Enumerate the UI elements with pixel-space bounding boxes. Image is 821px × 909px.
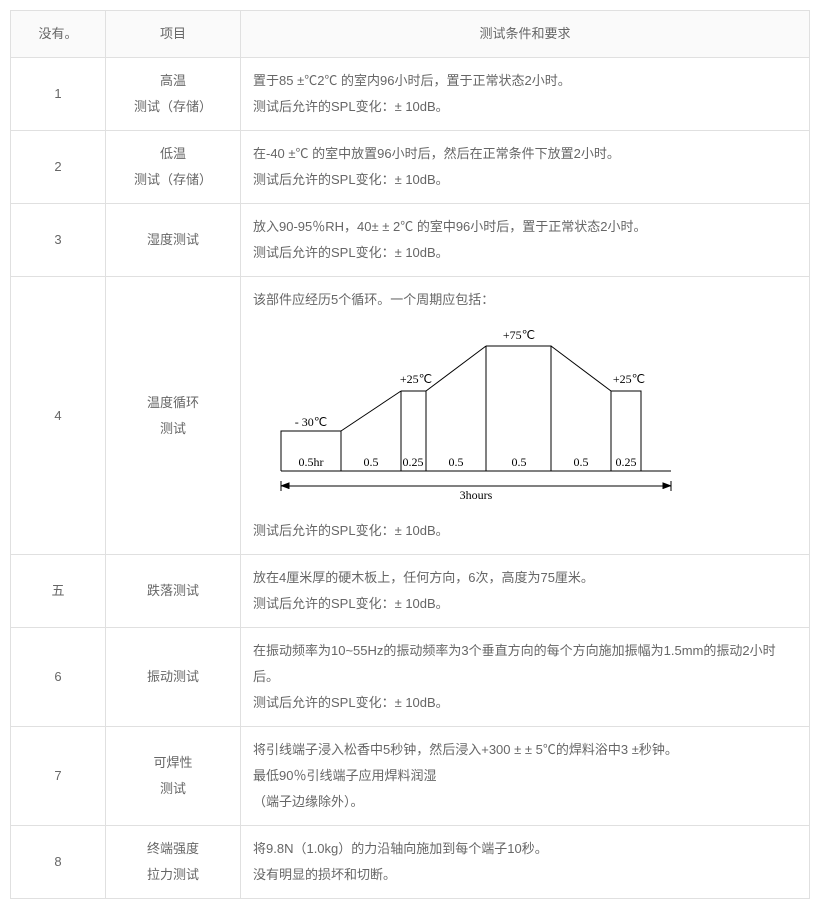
- cell-item: 温度循环测试: [106, 277, 241, 555]
- cell-no: 7: [11, 727, 106, 826]
- dur-label: 0.5: [512, 455, 527, 469]
- table-row: 3 湿度测试 放入90-95％RH，40± ± 2℃ 的室中96小时后，置于正常…: [11, 204, 810, 277]
- cell-no: 3: [11, 204, 106, 277]
- cell-no: 4: [11, 277, 106, 555]
- dur-label: 0.5: [574, 455, 589, 469]
- header-no: 没有。: [11, 11, 106, 58]
- table-row: 4 温度循环测试 该部件应经历5个循环。一个周期应包括：: [11, 277, 810, 555]
- cell-cond: 将引线端子浸入松香中5秒钟，然后浸入+300 ± ± 5℃的焊料浴中3 ±秒钟。…: [241, 727, 810, 826]
- header-item: 项目: [106, 11, 241, 58]
- temperature-cycle-diagram: - 30℃ +25℃ +75℃ +25℃ 0.5hr 0.5 0.25 0.5 …: [261, 321, 797, 510]
- cell-item: 高温测试（存储）: [106, 58, 241, 131]
- temp-label: - 30℃: [295, 415, 327, 429]
- temp-label: +25℃: [613, 372, 645, 386]
- cell-item: 终端强度拉力测试: [106, 826, 241, 899]
- cell-cond: 放在4厘米厚的硬木板上，任何方向，6次，高度为75厘米。测试后允许的SPL变化：…: [241, 555, 810, 628]
- cell-no: 五: [11, 555, 106, 628]
- dur-label: 0.25: [616, 455, 637, 469]
- table-row: 1 高温测试（存储） 置于85 ±℃2℃ 的室内96小时后，置于正常状态2小时。…: [11, 58, 810, 131]
- cell-item: 跌落测试: [106, 555, 241, 628]
- test-conditions-table: 没有。 项目 测试条件和要求 1 高温测试（存储） 置于85 ±℃2℃ 的室内9…: [10, 10, 810, 899]
- temp-label: +25℃: [400, 372, 432, 386]
- cell-item: 湿度测试: [106, 204, 241, 277]
- cell-cond: 在振动频率为10~55Hz的振动频率为3个垂直方向的每个方向施加振幅为1.5mm…: [241, 628, 810, 727]
- dur-label: 0.25: [403, 455, 424, 469]
- cell-cond: 放入90-95％RH，40± ± 2℃ 的室中96小时后，置于正常状态2小时。测…: [241, 204, 810, 277]
- cell-no: 1: [11, 58, 106, 131]
- temp-label: +75℃: [503, 328, 535, 342]
- cell-no: 8: [11, 826, 106, 899]
- table-row: 五 跌落测试 放在4厘米厚的硬木板上，任何方向，6次，高度为75厘米。测试后允许…: [11, 555, 810, 628]
- cell-cond: 在-40 ±℃ 的室中放置96小时后，然后在正常条件下放置2小时。测试后允许的S…: [241, 131, 810, 204]
- dur-label: 0.5: [364, 455, 379, 469]
- cell-cond: 将9.8N（1.0kg）的力沿轴向施加到每个端子10秒。没有明显的损坏和切断。: [241, 826, 810, 899]
- table-row: 7 可焊性测试 将引线端子浸入松香中5秒钟，然后浸入+300 ± ± 5℃的焊料…: [11, 727, 810, 826]
- cell-cond: 置于85 ±℃2℃ 的室内96小时后，置于正常状态2小时。测试后允许的SPL变化…: [241, 58, 810, 131]
- cell-item: 振动测试: [106, 628, 241, 727]
- cell-item: 低温测试（存储）: [106, 131, 241, 204]
- table-row: 6 振动测试 在振动频率为10~55Hz的振动频率为3个垂直方向的每个方向施加振…: [11, 628, 810, 727]
- header-cond: 测试条件和要求: [241, 11, 810, 58]
- table-row: 8 终端强度拉力测试 将9.8N（1.0kg）的力沿轴向施加到每个端子10秒。没…: [11, 826, 810, 899]
- dur-label: 0.5hr: [299, 455, 324, 469]
- dur-label: 0.5: [449, 455, 464, 469]
- table-row: 2 低温测试（存储） 在-40 ±℃ 的室中放置96小时后，然后在正常条件下放置…: [11, 131, 810, 204]
- cell-cond: 该部件应经历5个循环。一个周期应包括：: [241, 277, 810, 555]
- total-label: 3hours: [460, 488, 493, 501]
- cell-item: 可焊性测试: [106, 727, 241, 826]
- cell-no: 6: [11, 628, 106, 727]
- cell-no: 2: [11, 131, 106, 204]
